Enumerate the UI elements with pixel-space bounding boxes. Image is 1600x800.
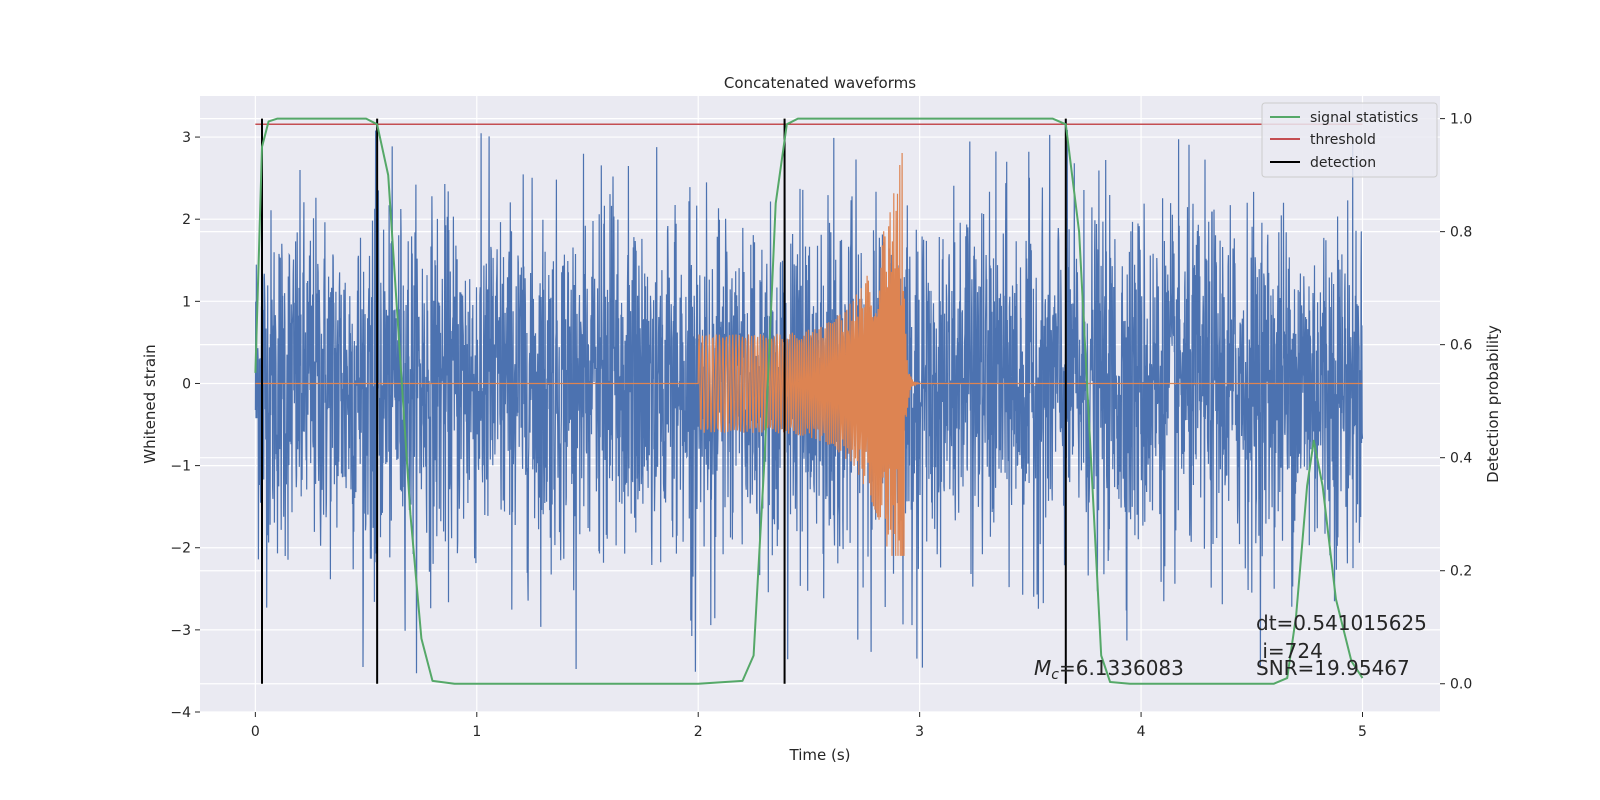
annotation-chirp-mass-subscript: c [1051,667,1059,683]
x-tick-label: 1 [472,724,481,740]
y-tick-label: 0 [182,376,191,392]
y2-axis-label: Detection probability [1484,325,1502,483]
y-tick-label: −2 [170,541,191,557]
legend: signal statistics threshold detection [1261,102,1438,178]
x-tick-label: 2 [694,724,703,740]
x-tick-label: 3 [915,724,924,740]
annotation-chirp-mass-value: =6.1336083 [1059,656,1184,680]
y-tick-label: −4 [170,705,191,721]
y-axis-label: Whitened strain [141,344,159,463]
x-tick-label: 5 [1358,724,1367,740]
y2-tick-label: 0.4 [1450,451,1472,467]
annotations: dt=0.541015625 i=724 SNR=19.95467 Mc=6.1… [1034,611,1427,683]
y2-tick-label: 0.6 [1450,338,1472,354]
annotation-snr: SNR=19.95467 [1256,656,1410,680]
series-signal-statistics [254,117,1364,685]
grid [200,96,1440,713]
series-waveform-template [255,152,1363,556]
y-tick-label: −1 [170,459,191,475]
y2-tick-label: 1.0 [1450,112,1472,128]
y2-tick-label: 0.8 [1450,225,1472,241]
x-tick-label: 4 [1137,724,1146,740]
annotation-dt: dt=0.541015625 [1256,611,1427,635]
annotation-index: i=724 [1256,639,1323,663]
legend-label-detection: detection [1310,155,1376,171]
y-tick-label: 3 [182,130,191,146]
y2-tick-label: 0.2 [1450,564,1472,580]
y-tick-label: 2 [182,212,191,228]
axes: 0 1 2 3 4 5 −4 −3 −2 −1 0 1 2 3 0.0 0.2 0.4 0.6 0.8 1.0 [170,112,1472,740]
legend-label-signal-statistics: signal statistics [1310,110,1418,126]
x-tick-label: 0 [251,724,260,740]
annotation-chirp-mass: Mc=6.1336083 [1034,656,1184,683]
x-axis-label: Time (s) [789,746,851,764]
y2-tick-label: 0.0 [1450,677,1472,693]
y-tick-label: −3 [170,623,191,639]
y-tick-label: 1 [182,294,191,310]
legend-label-threshold: threshold [1310,132,1376,148]
legend-box [1261,102,1438,178]
annotation-chirp-mass-symbol: M [1034,656,1051,680]
data-layer [254,117,1364,685]
chart-title: Concatenated waveforms [724,74,916,92]
